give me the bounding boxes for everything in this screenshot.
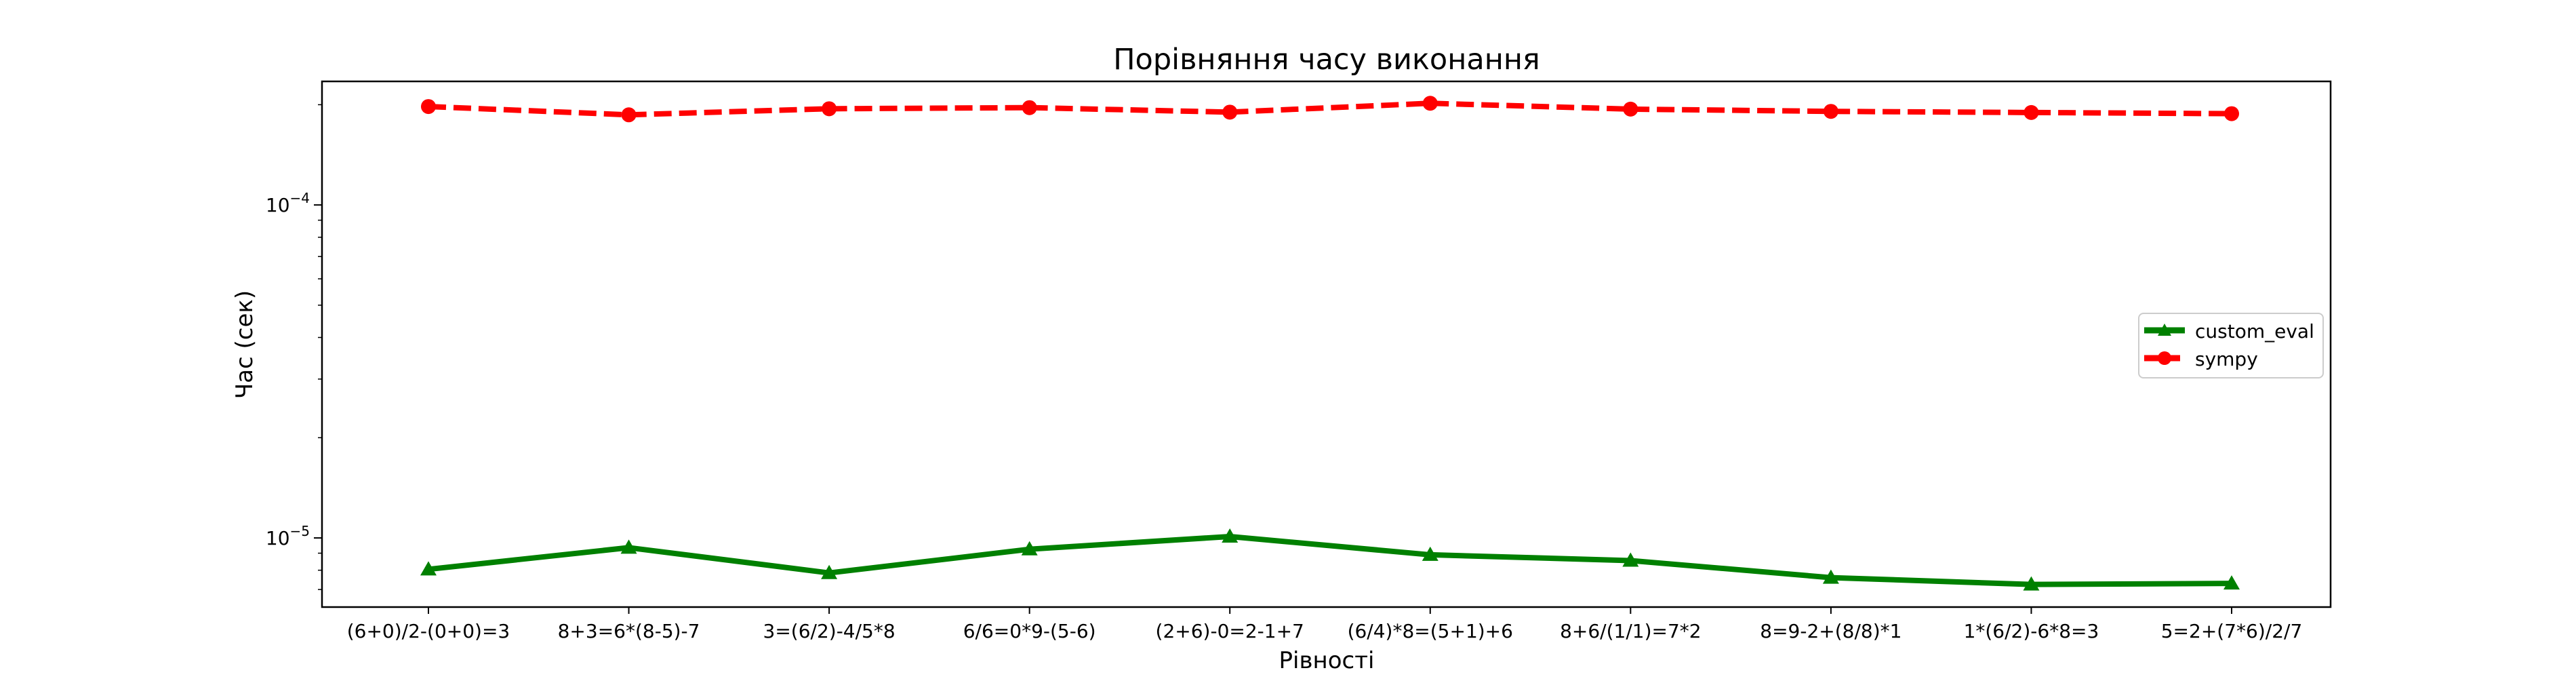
x-tick-label: 6/6=0*9-(5-6)	[963, 620, 1096, 642]
x-tick-label: (2+6)-0=2-1+7	[1156, 620, 1304, 642]
y-tick-label: 10−5	[266, 523, 310, 549]
axes-frame	[321, 80, 2332, 608]
data-point	[1623, 101, 1638, 117]
data-point	[1422, 96, 1438, 111]
data-point	[420, 561, 437, 576]
data-point	[822, 101, 837, 117]
data-point	[1622, 552, 1639, 567]
data-point	[1022, 100, 1037, 115]
legend-marker-sympy	[2158, 351, 2171, 365]
data-point	[1222, 104, 1238, 120]
x-tick-label: 3=(6/2)-4/5*8	[763, 620, 895, 642]
data-point	[2224, 106, 2239, 121]
data-point	[821, 564, 838, 579]
x-tick-label: 8=9-2+(8/8)*1	[1760, 620, 1901, 642]
series-line-custom-eval	[428, 533, 2232, 587]
legend-label-sympy: sympy	[2195, 348, 2258, 370]
y-axis-label: Час (сек)	[231, 290, 258, 399]
data-point	[421, 99, 436, 115]
plot-area: (6+0)/2-(0+0)=3 8+3=6*(8-5)-7 3=(6/2)-4/5*…	[266, 96, 2302, 642]
x-tick-label: (6+0)/2-(0+0)=3	[347, 620, 510, 642]
chart-title: Порівняння часу виконання	[1113, 43, 1540, 77]
x-tick-label: 8+3=6*(8-5)-7	[558, 620, 700, 642]
data-point	[1222, 528, 1239, 543]
legend-label-custom-eval: custom_eval	[2195, 320, 2314, 343]
x-tick-label: 1*(6/2)-6*8=3	[1964, 620, 2099, 642]
legend: custom_eval sympy	[2138, 313, 2324, 378]
data-point	[2023, 576, 2040, 591]
x-axis-label: Рівності	[1279, 647, 1375, 674]
x-tick-label: 5=2+(7*6)/2/7	[2161, 620, 2303, 642]
data-point	[1822, 569, 1839, 584]
x-tick-label: 8+6/(1/1)=7*2	[1560, 620, 1702, 642]
data-point	[1823, 104, 1838, 119]
data-point	[621, 107, 637, 123]
data-point	[1021, 541, 1038, 556]
data-point	[2223, 575, 2240, 590]
legend-marker-custom-eval	[2158, 324, 2171, 336]
data-point	[2024, 104, 2039, 120]
data-point	[620, 539, 637, 554]
x-tick-label: (6/4)*8=(5+1)+6	[1348, 620, 1513, 642]
data-point	[1422, 546, 1438, 561]
y-tick-label: 10−4	[266, 190, 310, 216]
